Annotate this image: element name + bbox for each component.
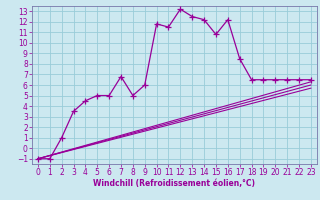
X-axis label: Windchill (Refroidissement éolien,°C): Windchill (Refroidissement éolien,°C) [93,179,255,188]
